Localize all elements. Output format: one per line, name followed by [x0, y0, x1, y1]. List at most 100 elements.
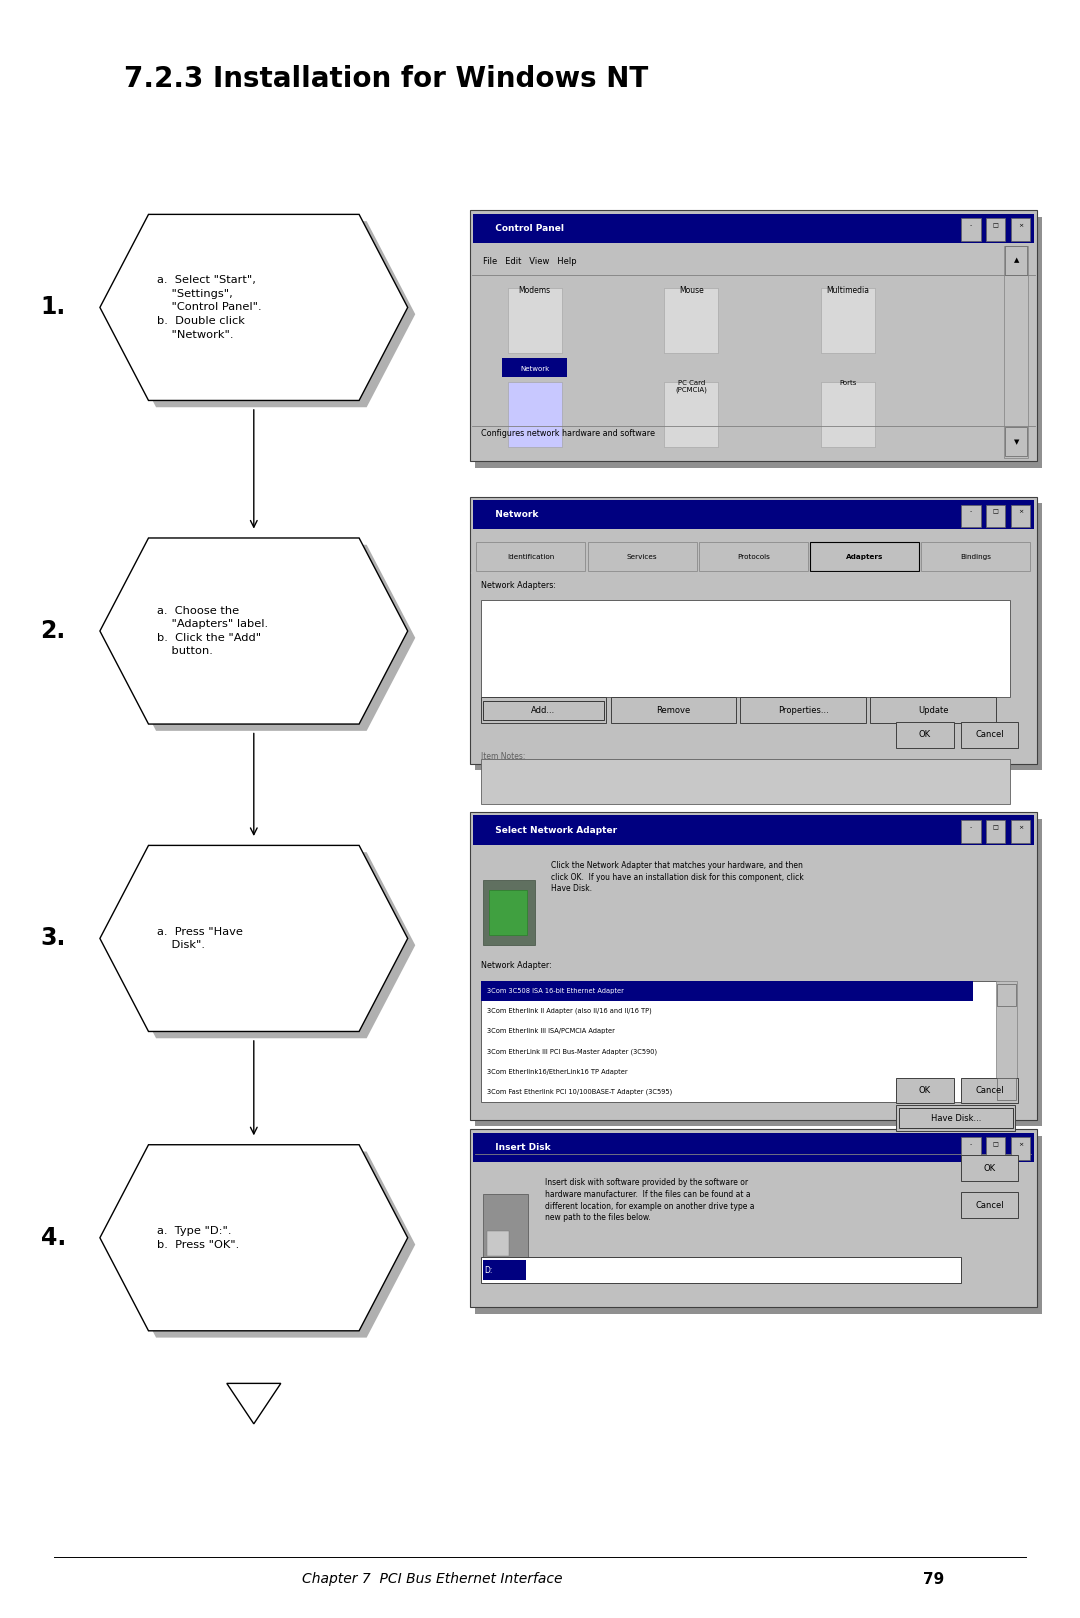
FancyBboxPatch shape: [470, 210, 1037, 461]
Text: □: □: [993, 825, 999, 830]
Text: Chapter 7  PCI Bus Ethernet Interface: Chapter 7 PCI Bus Ethernet Interface: [302, 1573, 563, 1586]
FancyBboxPatch shape: [489, 890, 527, 935]
FancyBboxPatch shape: [1011, 218, 1030, 241]
FancyBboxPatch shape: [1004, 246, 1028, 458]
FancyBboxPatch shape: [470, 1129, 1037, 1307]
Text: a.  Press "Have
    Disk".: a. Press "Have Disk".: [158, 927, 243, 950]
FancyBboxPatch shape: [1005, 427, 1027, 456]
Text: ×: ×: [1018, 223, 1023, 228]
FancyBboxPatch shape: [473, 214, 1034, 243]
FancyBboxPatch shape: [961, 1137, 981, 1160]
FancyBboxPatch shape: [481, 600, 1010, 697]
Text: 3Com EtherLink III PCI Bus-Master Adapter (3C590): 3Com EtherLink III PCI Bus-Master Adapte…: [487, 1048, 658, 1055]
Polygon shape: [108, 853, 415, 1039]
Text: Protocols: Protocols: [737, 553, 770, 560]
Polygon shape: [100, 846, 407, 1032]
FancyBboxPatch shape: [961, 505, 981, 527]
Text: PC Card
(PCMCIA): PC Card (PCMCIA): [675, 380, 707, 393]
FancyBboxPatch shape: [473, 815, 1034, 845]
Polygon shape: [108, 1152, 415, 1338]
Text: Multimedia: Multimedia: [826, 286, 869, 296]
FancyBboxPatch shape: [961, 1078, 1018, 1103]
FancyBboxPatch shape: [475, 503, 1042, 770]
Text: 3.: 3.: [41, 927, 66, 950]
Text: ×: ×: [1018, 825, 1023, 830]
Text: File   Edit   View   Help: File Edit View Help: [483, 257, 577, 267]
Text: Have Disk...: Have Disk...: [931, 1113, 981, 1123]
Text: Item Notes:: Item Notes:: [481, 752, 525, 762]
Text: ▼: ▼: [1014, 438, 1018, 445]
Polygon shape: [100, 539, 407, 725]
Text: 2.: 2.: [41, 620, 66, 642]
FancyBboxPatch shape: [997, 1078, 1016, 1100]
Text: 4.: 4.: [41, 1226, 66, 1249]
Text: 3Com Etherlink III ISA/PCMCIA Adapter: 3Com Etherlink III ISA/PCMCIA Adapter: [487, 1027, 615, 1034]
Text: Select Network Adapter: Select Network Adapter: [489, 825, 618, 835]
Polygon shape: [100, 215, 407, 401]
Text: -: -: [970, 1142, 972, 1147]
FancyBboxPatch shape: [961, 218, 981, 241]
Text: 3Com Etherlink16/EtherLink16 TP Adapter: 3Com Etherlink16/EtherLink16 TP Adapter: [487, 1068, 627, 1074]
FancyBboxPatch shape: [896, 722, 954, 748]
FancyBboxPatch shape: [986, 505, 1005, 527]
Text: -: -: [970, 510, 972, 515]
Text: Ports: Ports: [839, 380, 856, 387]
Text: ×: ×: [1018, 510, 1023, 515]
Text: ▲: ▲: [1014, 257, 1018, 264]
FancyBboxPatch shape: [502, 358, 567, 377]
Polygon shape: [227, 1383, 281, 1424]
Text: Services: Services: [626, 553, 658, 560]
Text: Update: Update: [918, 705, 948, 715]
FancyBboxPatch shape: [986, 218, 1005, 241]
Text: a.  Select "Start",
    "Settings",
    "Control Panel".
b.  Double click
    "N: a. Select "Start", "Settings", "Control …: [158, 275, 261, 340]
FancyBboxPatch shape: [481, 981, 973, 1000]
Text: 79: 79: [923, 1571, 945, 1587]
FancyBboxPatch shape: [508, 382, 562, 447]
Text: Control Panel: Control Panel: [489, 223, 564, 233]
FancyBboxPatch shape: [481, 981, 999, 1102]
FancyBboxPatch shape: [986, 1137, 1005, 1160]
FancyBboxPatch shape: [961, 820, 981, 843]
FancyBboxPatch shape: [986, 820, 1005, 843]
Polygon shape: [108, 222, 415, 408]
FancyBboxPatch shape: [610, 697, 737, 723]
FancyBboxPatch shape: [699, 542, 808, 571]
FancyBboxPatch shape: [473, 1133, 1034, 1162]
FancyBboxPatch shape: [961, 1192, 1018, 1218]
FancyBboxPatch shape: [961, 722, 1018, 748]
FancyBboxPatch shape: [1011, 820, 1030, 843]
FancyBboxPatch shape: [664, 382, 718, 447]
Text: 3Com Fast Etherlink PCI 10/100BASE-T Adapter (3C595): 3Com Fast Etherlink PCI 10/100BASE-T Ada…: [487, 1089, 673, 1095]
FancyBboxPatch shape: [473, 500, 1034, 529]
Polygon shape: [108, 545, 415, 731]
Text: Cancel: Cancel: [975, 1201, 1004, 1210]
FancyBboxPatch shape: [475, 217, 1042, 468]
Text: Identification: Identification: [508, 553, 554, 560]
FancyBboxPatch shape: [921, 542, 1030, 571]
FancyBboxPatch shape: [997, 984, 1016, 1006]
FancyBboxPatch shape: [483, 1194, 528, 1262]
Text: Modems: Modems: [518, 286, 551, 296]
Text: 7.2.3 Installation for Windows NT: 7.2.3 Installation for Windows NT: [124, 65, 648, 92]
Text: -: -: [970, 825, 972, 830]
Text: D:: D:: [484, 1265, 492, 1275]
FancyBboxPatch shape: [483, 1260, 526, 1280]
Text: Adapters: Adapters: [846, 553, 883, 560]
FancyBboxPatch shape: [487, 1231, 509, 1256]
FancyBboxPatch shape: [961, 1155, 1018, 1181]
Text: □: □: [993, 223, 999, 228]
Text: Insert Disk: Insert Disk: [489, 1142, 551, 1152]
Text: Add...: Add...: [531, 705, 555, 715]
FancyBboxPatch shape: [870, 697, 996, 723]
Text: Configures network hardware and software: Configures network hardware and software: [481, 429, 654, 438]
Text: Mouse: Mouse: [679, 286, 703, 296]
FancyBboxPatch shape: [475, 1136, 1042, 1314]
FancyBboxPatch shape: [810, 542, 919, 571]
Text: Cancel: Cancel: [975, 1086, 1004, 1095]
FancyBboxPatch shape: [1011, 505, 1030, 527]
Text: OK: OK: [919, 730, 931, 739]
FancyBboxPatch shape: [741, 697, 866, 723]
Text: a.  Choose the
    "Adapters" label.
b.  Click the "Add"
    button.: a. Choose the "Adapters" label. b. Click…: [158, 605, 268, 657]
Text: Network Adapters:: Network Adapters:: [481, 581, 555, 591]
FancyBboxPatch shape: [821, 288, 875, 353]
